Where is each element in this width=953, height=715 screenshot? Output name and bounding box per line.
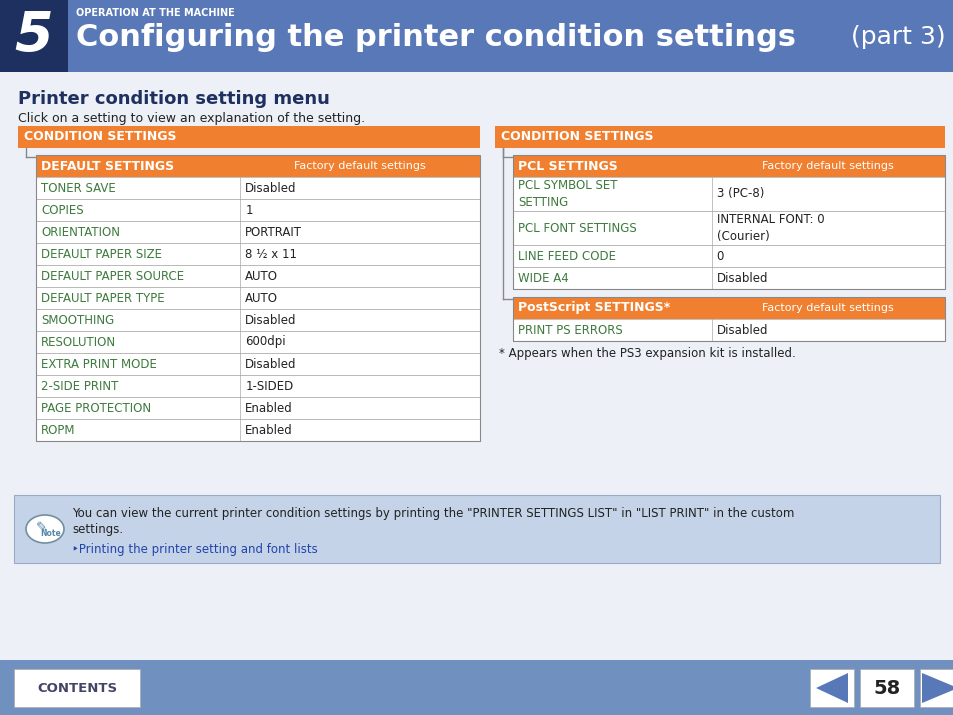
Bar — [36, 353, 479, 375]
Bar — [0, 0, 953, 72]
Text: 600dpi: 600dpi — [245, 335, 286, 348]
Text: COPIES: COPIES — [41, 204, 84, 217]
Bar — [513, 155, 944, 177]
Text: CONTENTS: CONTENTS — [37, 681, 117, 694]
Text: SMOOTHING: SMOOTHING — [41, 313, 114, 327]
Bar — [513, 245, 944, 267]
Text: PAGE PROTECTION: PAGE PROTECTION — [41, 402, 151, 415]
Text: ROPM: ROPM — [41, 423, 75, 436]
Bar — [513, 297, 944, 319]
Bar — [36, 155, 479, 177]
Text: Configuring the printer condition settings: Configuring the printer condition settin… — [76, 22, 795, 51]
Text: Disabled: Disabled — [245, 313, 296, 327]
Bar — [36, 199, 479, 221]
Text: You can view the current printer condition settings by printing the "PRINTER SET: You can view the current printer conditi… — [71, 507, 794, 520]
Bar — [495, 126, 944, 148]
Text: PRINT PS ERRORS: PRINT PS ERRORS — [517, 323, 622, 337]
Text: Note: Note — [41, 528, 61, 538]
Bar — [36, 309, 479, 331]
Text: Factory default settings: Factory default settings — [761, 303, 893, 313]
Text: 0: 0 — [716, 250, 723, 262]
Text: EXTRA PRINT MODE: EXTRA PRINT MODE — [41, 358, 156, 370]
Bar — [513, 319, 944, 341]
Text: 1-SIDED: 1-SIDED — [245, 380, 294, 393]
Text: 3 (PC-8): 3 (PC-8) — [716, 187, 763, 200]
Bar — [809, 669, 853, 707]
Bar — [36, 177, 479, 199]
Text: 1: 1 — [245, 204, 253, 217]
Text: 8 ½ x 11: 8 ½ x 11 — [245, 247, 297, 260]
Bar — [513, 297, 944, 341]
Text: DEFAULT PAPER TYPE: DEFAULT PAPER TYPE — [41, 292, 165, 305]
Bar — [36, 265, 479, 287]
Polygon shape — [921, 673, 953, 703]
Bar — [36, 221, 479, 243]
Text: AUTO: AUTO — [245, 292, 278, 305]
Text: ✎: ✎ — [36, 521, 48, 535]
Text: * Appears when the PS3 expansion kit is installed.: * Appears when the PS3 expansion kit is … — [498, 347, 795, 360]
Text: 2-SIDE PRINT: 2-SIDE PRINT — [41, 380, 118, 393]
Bar — [36, 243, 479, 265]
Text: Factory default settings: Factory default settings — [761, 161, 893, 171]
Text: PORTRAIT: PORTRAIT — [245, 225, 302, 239]
Bar — [919, 669, 953, 707]
Text: CONDITION SETTINGS: CONDITION SETTINGS — [500, 131, 653, 144]
Text: Disabled: Disabled — [716, 323, 767, 337]
Bar — [36, 155, 479, 441]
Text: PCL SETTINGS: PCL SETTINGS — [517, 159, 618, 172]
Bar — [513, 155, 944, 289]
Bar — [36, 397, 479, 419]
Bar — [513, 267, 944, 289]
Text: OPERATION AT THE MACHINE: OPERATION AT THE MACHINE — [76, 8, 234, 18]
Bar — [36, 375, 479, 397]
Polygon shape — [815, 673, 847, 703]
Text: Disabled: Disabled — [716, 272, 767, 285]
Text: ORIENTATION: ORIENTATION — [41, 225, 120, 239]
Text: DEFAULT PAPER SIZE: DEFAULT PAPER SIZE — [41, 247, 162, 260]
Text: ‣Printing the printer setting and font lists: ‣Printing the printer setting and font l… — [71, 543, 317, 556]
Bar — [36, 287, 479, 309]
Bar — [14, 669, 140, 707]
Text: Click on a setting to view an explanation of the setting.: Click on a setting to view an explanatio… — [18, 112, 365, 125]
Bar — [14, 495, 939, 563]
Text: 58: 58 — [872, 679, 900, 698]
Text: PCL FONT SETTINGS: PCL FONT SETTINGS — [517, 222, 636, 235]
Text: WIDE A4: WIDE A4 — [517, 272, 568, 285]
Bar — [36, 331, 479, 353]
Text: DEFAULT PAPER SOURCE: DEFAULT PAPER SOURCE — [41, 270, 184, 282]
Text: DEFAULT SETTINGS: DEFAULT SETTINGS — [41, 159, 174, 172]
Text: Disabled: Disabled — [245, 182, 296, 194]
Text: PostScript SETTINGS*: PostScript SETTINGS* — [517, 302, 670, 315]
Bar — [513, 177, 944, 211]
Text: 5: 5 — [14, 9, 53, 63]
Text: Factory default settings: Factory default settings — [294, 161, 426, 171]
Text: Enabled: Enabled — [245, 423, 293, 436]
Text: AUTO: AUTO — [245, 270, 278, 282]
Text: LINE FEED CODE: LINE FEED CODE — [517, 250, 616, 262]
Text: (part 3): (part 3) — [850, 25, 945, 49]
Text: INTERNAL FONT: 0
(Courier): INTERNAL FONT: 0 (Courier) — [716, 213, 823, 243]
Bar — [513, 211, 944, 245]
Bar — [0, 0, 68, 72]
Text: Disabled: Disabled — [245, 358, 296, 370]
Text: Enabled: Enabled — [245, 402, 293, 415]
Text: RESOLUTION: RESOLUTION — [41, 335, 116, 348]
Bar — [36, 419, 479, 441]
Text: TONER SAVE: TONER SAVE — [41, 182, 115, 194]
Text: CONDITION SETTINGS: CONDITION SETTINGS — [24, 131, 176, 144]
Ellipse shape — [26, 515, 64, 543]
Bar — [859, 669, 913, 707]
Bar — [0, 660, 953, 715]
Text: PCL SYMBOL SET
SETTING: PCL SYMBOL SET SETTING — [517, 179, 617, 209]
Text: settings.: settings. — [71, 523, 123, 536]
Bar — [18, 126, 479, 148]
Text: Printer condition setting menu: Printer condition setting menu — [18, 90, 330, 108]
